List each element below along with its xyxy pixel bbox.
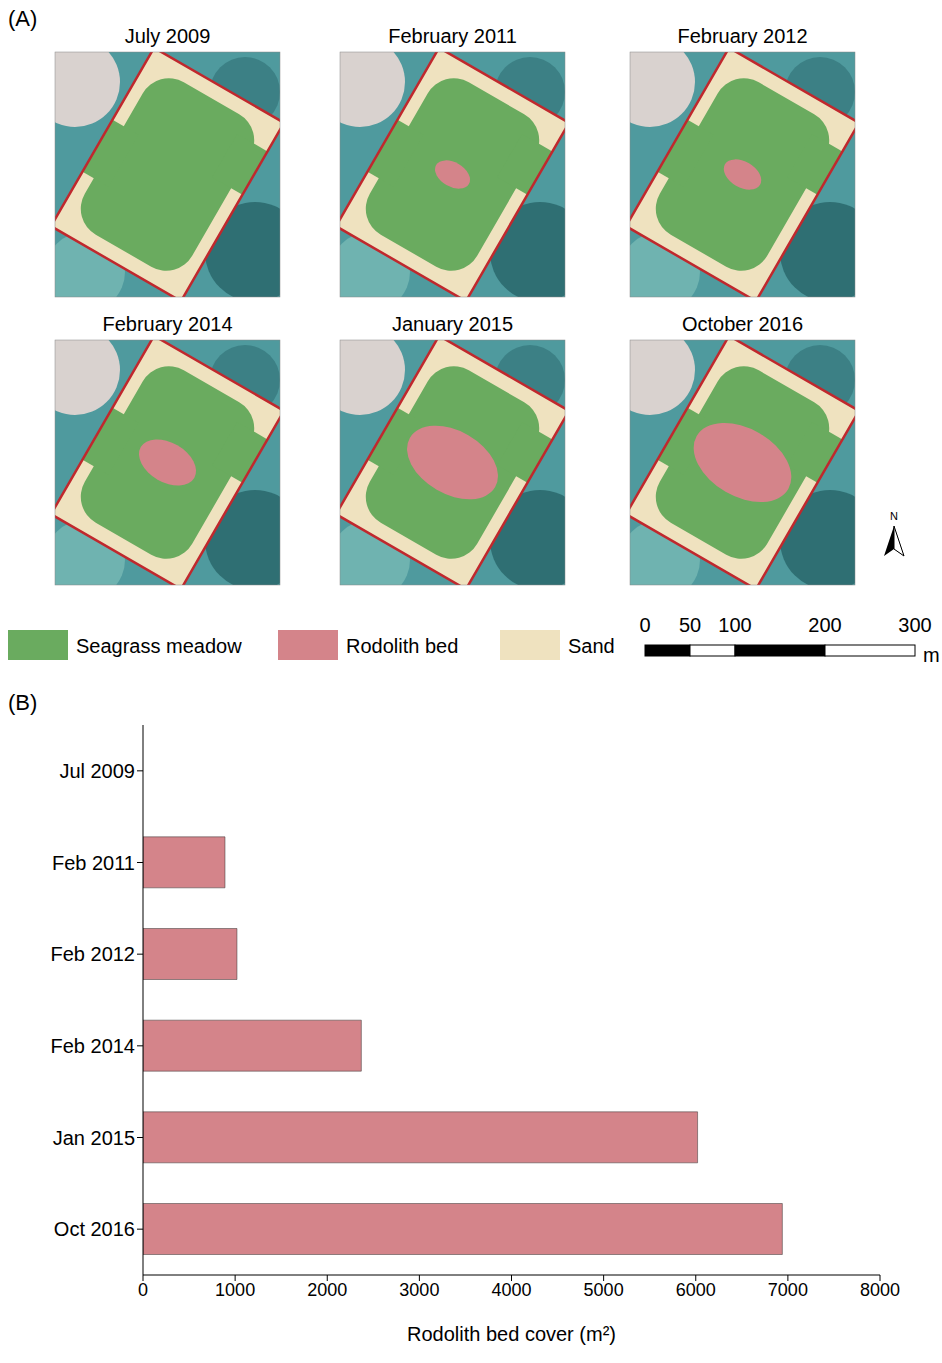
svg-text:Jul 2009: Jul 2009 xyxy=(59,760,135,782)
svg-text:6000: 6000 xyxy=(676,1280,716,1300)
svg-text:7000: 7000 xyxy=(768,1280,808,1300)
svg-text:8000: 8000 xyxy=(860,1280,900,1300)
svg-text:October 2016: October 2016 xyxy=(682,313,803,335)
svg-text:February 2012: February 2012 xyxy=(677,25,807,47)
svg-text:Jan 2015: Jan 2015 xyxy=(53,1127,135,1149)
svg-text:0: 0 xyxy=(138,1280,148,1300)
svg-text:February 2011: February 2011 xyxy=(388,25,517,47)
svg-text:100: 100 xyxy=(718,614,751,636)
svg-text:Feb 2014: Feb 2014 xyxy=(50,1035,135,1057)
svg-text:0: 0 xyxy=(639,614,650,636)
html-text:(B): (B) xyxy=(8,690,38,715)
svg-text:July 2009: July 2009 xyxy=(125,25,211,47)
svg-text:February 2014: February 2014 xyxy=(102,313,232,335)
svg-text:N: N xyxy=(890,510,898,522)
svg-text:January 2015: January 2015 xyxy=(392,313,513,335)
svg-text:4000: 4000 xyxy=(491,1280,531,1300)
svg-text:1000: 1000 xyxy=(215,1280,255,1300)
svg-text:Seagrass meadow: Seagrass meadow xyxy=(76,635,242,657)
svg-text:Feb 2012: Feb 2012 xyxy=(50,943,135,965)
svg-text:(A): (A) xyxy=(8,6,37,31)
svg-text:Sand: Sand xyxy=(568,635,615,657)
svg-text:300: 300 xyxy=(898,614,931,636)
svg-text:Feb 2011: Feb 2011 xyxy=(52,852,135,874)
svg-text:m: m xyxy=(923,644,940,666)
svg-text:Rodolith bed cover (m²): Rodolith bed cover (m²) xyxy=(407,1323,616,1345)
svg-text:Oct 2016: Oct 2016 xyxy=(54,1218,135,1240)
svg-text:5000: 5000 xyxy=(584,1280,624,1300)
svg-text:200: 200 xyxy=(808,614,841,636)
svg-text:3000: 3000 xyxy=(399,1280,439,1300)
svg-text:2000: 2000 xyxy=(307,1280,347,1300)
svg-text:Rodolith bed: Rodolith bed xyxy=(346,635,458,657)
svg-text:50: 50 xyxy=(679,614,701,636)
